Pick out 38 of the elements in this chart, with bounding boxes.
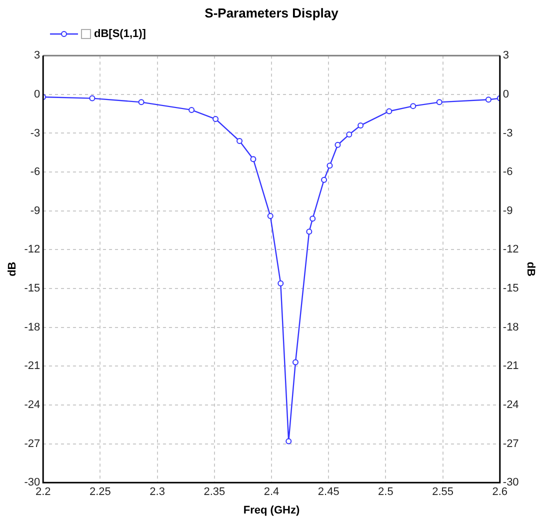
- y2-axis-title: dB: [524, 262, 536, 276]
- y2-tick-label: -24: [502, 398, 519, 411]
- y2-tick-label: -30: [502, 476, 519, 489]
- y-tick-label: -12: [24, 244, 40, 256]
- x-tick-label: 2.55: [432, 486, 454, 498]
- chart-title: S-Parameters Display: [204, 5, 340, 20]
- x-tick-label: 2.5: [378, 486, 394, 498]
- y2-tick-label: -6: [502, 166, 513, 178]
- y2-tick-label: -21: [502, 360, 519, 372]
- x-axis-title: Freq (GHz): [243, 504, 300, 516]
- x-tick-label: 2.45: [318, 486, 340, 498]
- y2-tick-label: -9: [502, 204, 513, 217]
- y-tick-label: -6: [30, 166, 40, 178]
- y-tick-label: -27: [24, 438, 40, 450]
- y-tick-label: -3: [30, 127, 40, 140]
- y2-tick-label: -3: [502, 127, 513, 140]
- x-tick-label: 2.3: [150, 486, 165, 498]
- y2-tick-label: -18: [502, 321, 519, 334]
- y2-tick-label: -12: [502, 244, 519, 256]
- y2-tick-label: 0: [502, 88, 510, 100]
- x-tick-label: 2.35: [204, 486, 226, 498]
- y-tick-label: -9: [30, 204, 40, 217]
- x-tick-label: 2.25: [89, 486, 111, 498]
- y-tick-label: 0: [34, 88, 40, 100]
- text: dB[S(1,1)]: [94, 28, 146, 40]
- y-tick-label: -18: [24, 321, 40, 334]
- y-tick-label: 3: [34, 50, 40, 62]
- x-tick-label: 2.2: [35, 486, 51, 498]
- y-tick-label: -30: [24, 476, 40, 489]
- y-tick-label: -15: [24, 282, 40, 295]
- x-tick-label: 2.6: [492, 486, 508, 498]
- x-tick-label: 2.4: [264, 486, 280, 498]
- y2-tick-label: -15: [502, 282, 519, 295]
- y2-tick-label: -27: [502, 438, 519, 450]
- y-tick-label: -21: [24, 360, 40, 372]
- y-axis-title: dB: [6, 262, 19, 276]
- y2-tick-label: 3: [502, 50, 510, 62]
- y-tick-label: -24: [24, 398, 40, 411]
